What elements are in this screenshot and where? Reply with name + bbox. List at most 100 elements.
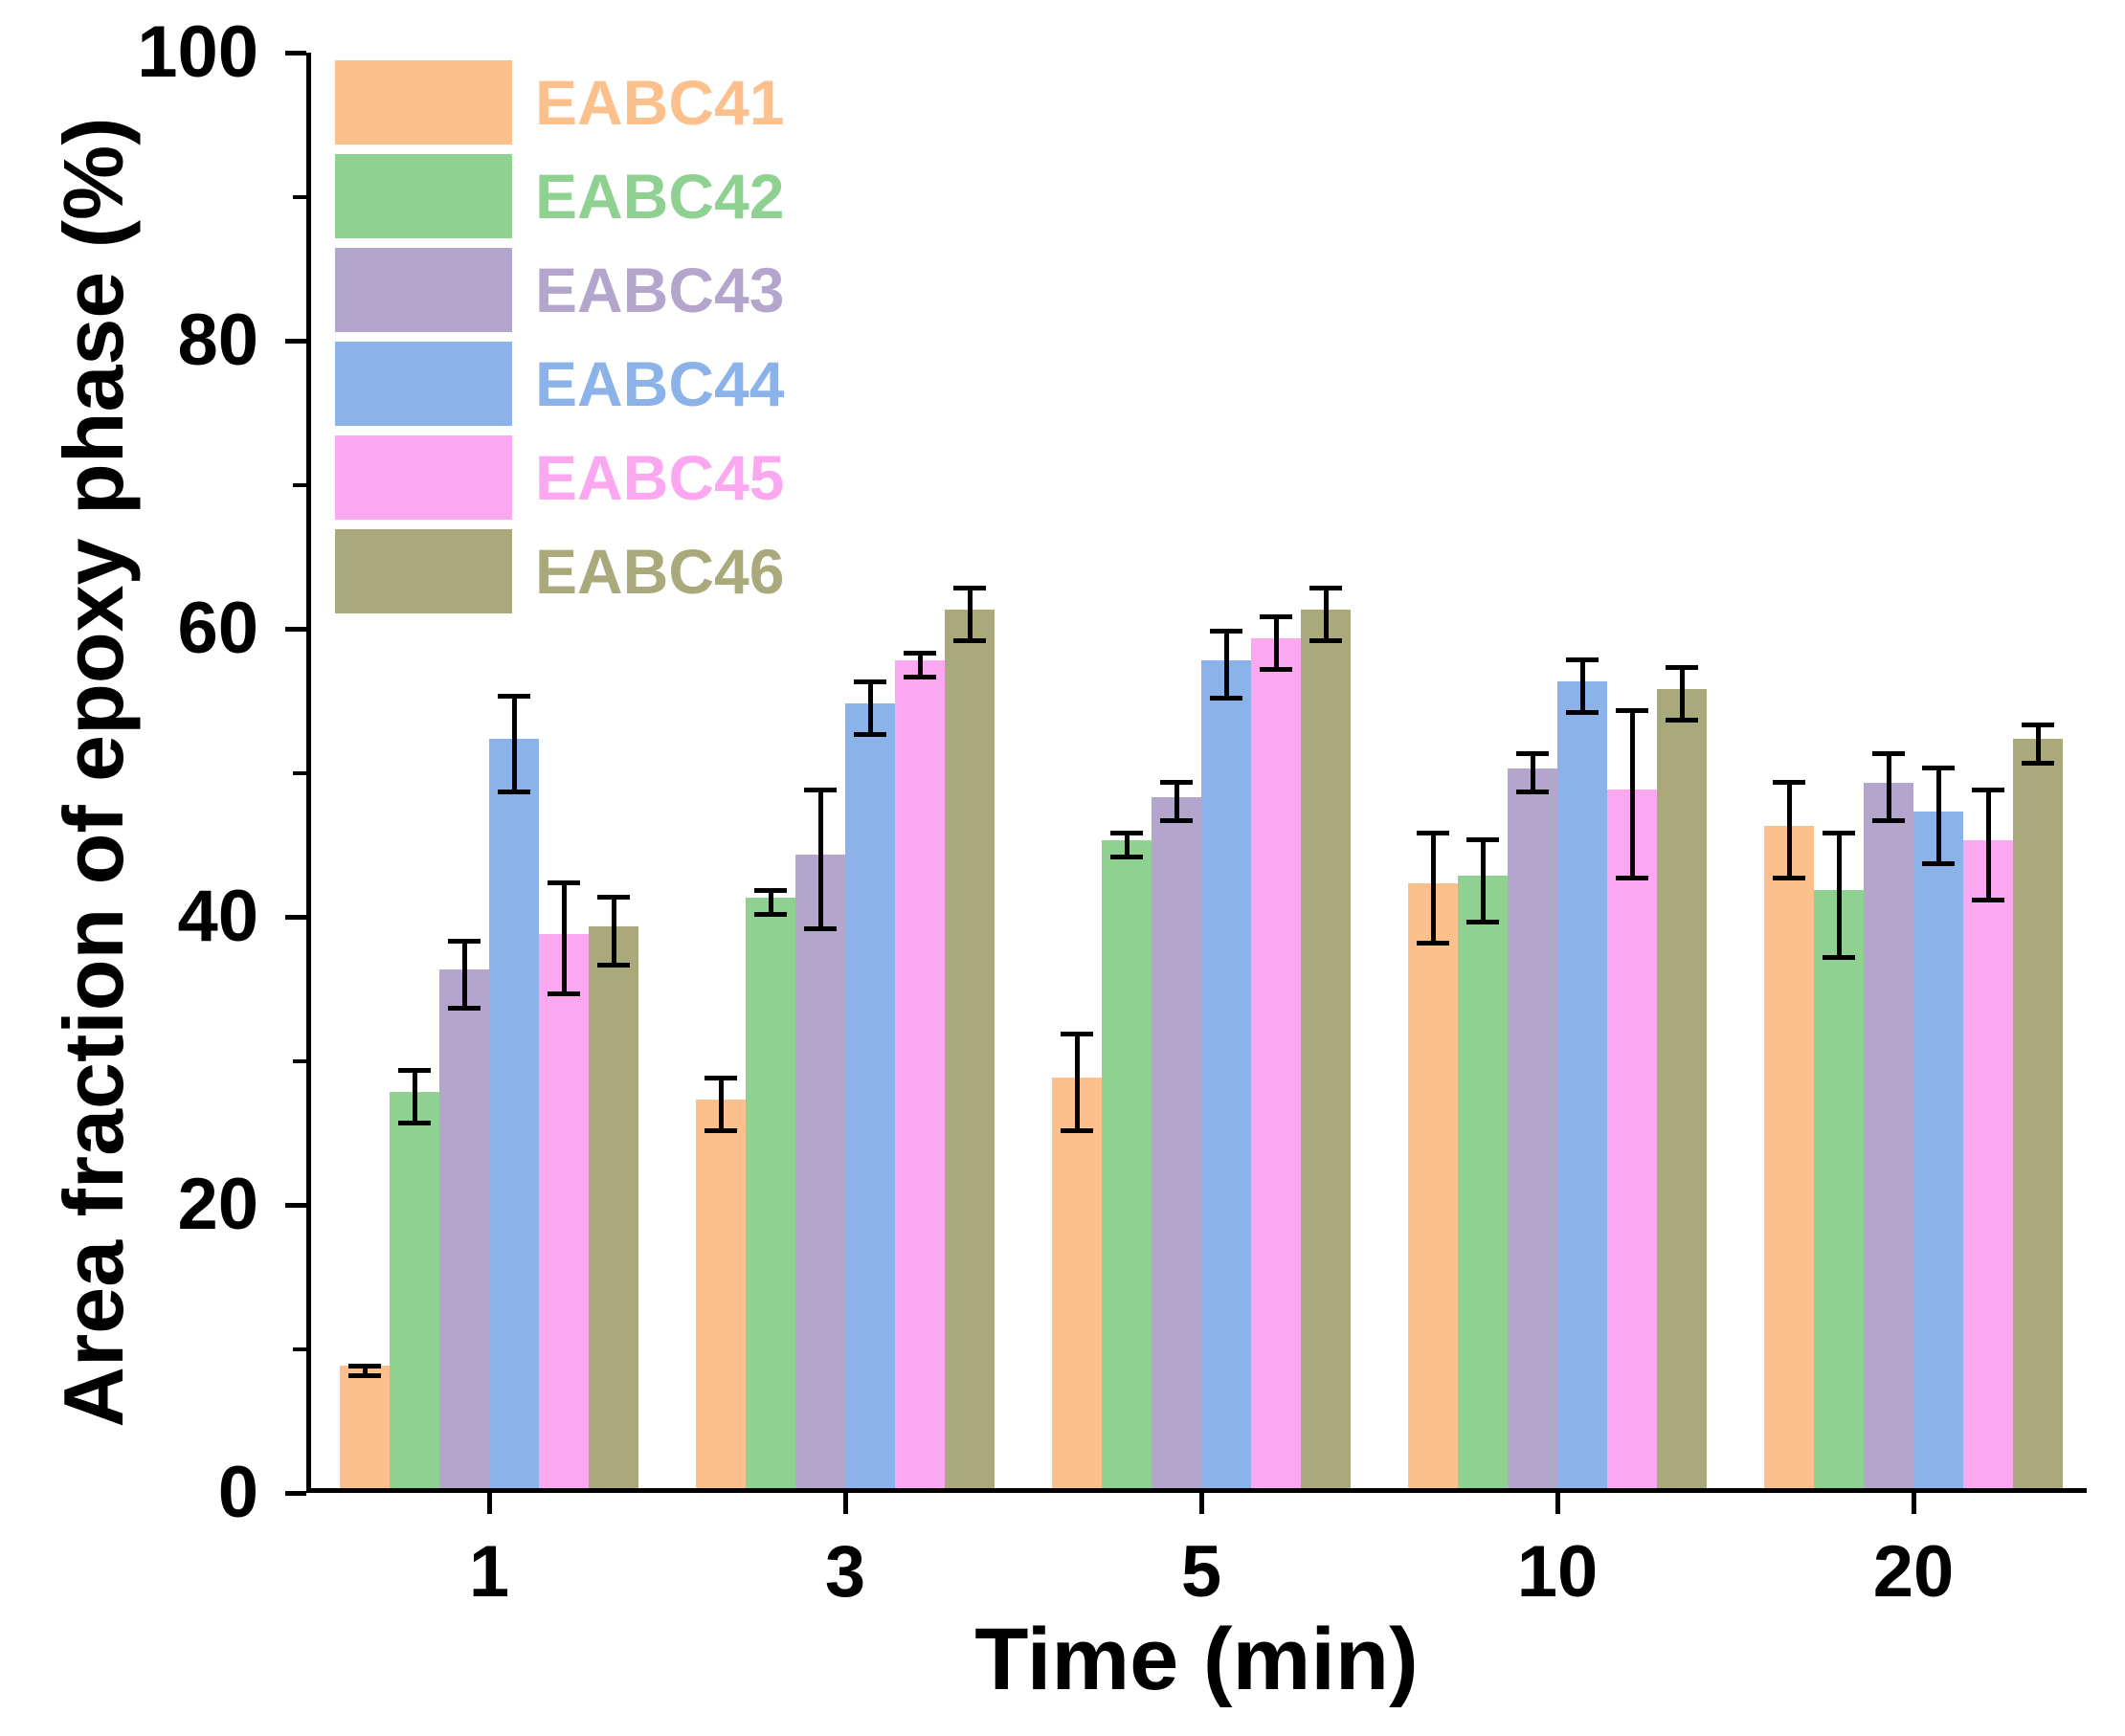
- bar-EABC42: [1814, 890, 1864, 1488]
- legend-label-EABC43: EABC43: [535, 255, 785, 325]
- error-stem: [1935, 765, 1941, 867]
- y-major-tick: [285, 914, 306, 920]
- y-major-tick: [285, 338, 306, 344]
- x-tick: [1198, 1493, 1204, 1514]
- bar-EABC44: [1201, 659, 1251, 1488]
- x-tick-label: 5: [1180, 1531, 1222, 1613]
- bar-EABC44: [489, 739, 539, 1488]
- bar-EABC46: [1301, 609, 1351, 1488]
- x-tick: [1555, 1493, 1560, 1514]
- bar-EABC45: [1963, 839, 2013, 1488]
- error-stem: [917, 650, 923, 679]
- error-stem: [1530, 750, 1535, 795]
- legend: EABC41 EABC42 EABC43 EABC44 EABC45 EABC46: [335, 60, 784, 623]
- bar-EABC42: [746, 897, 795, 1488]
- bar-EABC41: [1408, 882, 1458, 1488]
- y-tick-label: 80: [177, 300, 258, 381]
- error-stem: [511, 693, 517, 795]
- error-stem: [1223, 629, 1229, 701]
- x-tick: [1911, 1493, 1916, 1514]
- error-bar-EABC46: [1666, 664, 1698, 723]
- x-tick-label: 20: [1872, 1531, 1955, 1613]
- error-bar-EABC45: [904, 650, 936, 679]
- error-stem: [1430, 830, 1436, 946]
- bar-EABC42: [1102, 839, 1152, 1488]
- legend-swatch-EABC46: [335, 529, 512, 613]
- x-tick-label: 1: [468, 1531, 510, 1613]
- legend-entry-EABC45: EABC45: [335, 435, 784, 520]
- bar-EABC44: [845, 702, 895, 1488]
- error-stem: [2035, 722, 2041, 766]
- bar-EABC42: [390, 1092, 439, 1488]
- error-stem: [1579, 657, 1585, 716]
- error-bar-EABC43: [1516, 750, 1549, 795]
- error-bar-EABC42: [398, 1068, 431, 1126]
- error-stem: [461, 938, 467, 1011]
- error-stem: [412, 1068, 417, 1126]
- bar-EABC44: [1913, 811, 1963, 1488]
- bar-EABC41: [340, 1366, 390, 1488]
- error-stem: [1786, 780, 1792, 881]
- y-major-tick: [285, 50, 306, 56]
- error-bar-EABC41: [1061, 1032, 1093, 1133]
- error-stem: [718, 1075, 724, 1133]
- error-bar-EABC44: [498, 693, 530, 795]
- x-tick-label: 3: [824, 1531, 866, 1613]
- plot-area: 0 20 40 60 80 100 1 3 5 10 20 EABC41 EABC42 EABC43 EAB…: [137, 16, 2087, 1609]
- error-stem: [1124, 830, 1130, 859]
- legend-entry-EABC44: EABC44: [335, 342, 784, 426]
- y-major-tick: [285, 1202, 306, 1208]
- bar-EABC41: [1764, 825, 1814, 1488]
- error-bar-EABC45: [1260, 613, 1292, 673]
- error-stem: [1273, 613, 1279, 673]
- legend-swatch-EABC45: [335, 435, 512, 520]
- bar-EABC41: [1052, 1078, 1102, 1488]
- y-minor-tick: [293, 770, 306, 775]
- error-stem: [1174, 780, 1179, 824]
- error-bar-EABC46: [1309, 585, 1342, 644]
- bar-EABC41: [696, 1099, 746, 1488]
- legend-swatch-EABC44: [335, 342, 512, 426]
- bar-EABC44: [1557, 681, 1607, 1488]
- bar-EABC43: [1864, 782, 1913, 1488]
- error-bar-EABC43: [1872, 750, 1905, 824]
- bar-EABC45: [895, 659, 945, 1488]
- error-stem: [1323, 585, 1329, 644]
- error-stem: [362, 1363, 368, 1378]
- error-stem: [867, 679, 873, 737]
- error-stem: [561, 880, 567, 996]
- error-stem: [1074, 1032, 1080, 1133]
- y-major-tick: [285, 626, 306, 632]
- y-major-tick: [285, 1490, 306, 1496]
- bar-EABC45: [1251, 638, 1301, 1488]
- bar-EABC45: [1607, 790, 1657, 1488]
- error-stem: [611, 895, 616, 968]
- bar-EABC46: [589, 926, 638, 1488]
- bar-EABC45: [539, 933, 589, 1488]
- error-stem: [817, 787, 823, 932]
- error-bar-EABC45: [548, 880, 580, 996]
- y-tick-label: 0: [217, 1452, 258, 1533]
- x-tick: [486, 1493, 492, 1514]
- error-bar-EABC46: [2022, 722, 2054, 766]
- legend-label-EABC46: EABC46: [535, 536, 785, 607]
- bar-EABC46: [1657, 688, 1707, 1488]
- error-bar-EABC46: [953, 585, 986, 644]
- bar-EABC46: [945, 609, 995, 1488]
- bar-EABC43: [1152, 796, 1201, 1488]
- bar-EABC43: [1508, 768, 1557, 1488]
- error-bar-EABC44: [1566, 657, 1599, 716]
- y-tick-label: 60: [177, 588, 258, 669]
- y-minor-tick: [293, 1058, 306, 1063]
- error-bar-EABC43: [448, 938, 481, 1011]
- error-bar-EABC42: [1823, 830, 1855, 961]
- legend-entry-EABC42: EABC42: [335, 154, 784, 238]
- error-bar-EABC44: [1922, 765, 1955, 867]
- y-tick-label: 100: [137, 11, 258, 93]
- legend-label-EABC44: EABC44: [535, 348, 785, 419]
- error-bar-EABC42: [754, 887, 787, 917]
- y-minor-tick: [293, 482, 306, 487]
- error-stem: [1629, 707, 1635, 881]
- legend-swatch-EABC42: [335, 154, 512, 238]
